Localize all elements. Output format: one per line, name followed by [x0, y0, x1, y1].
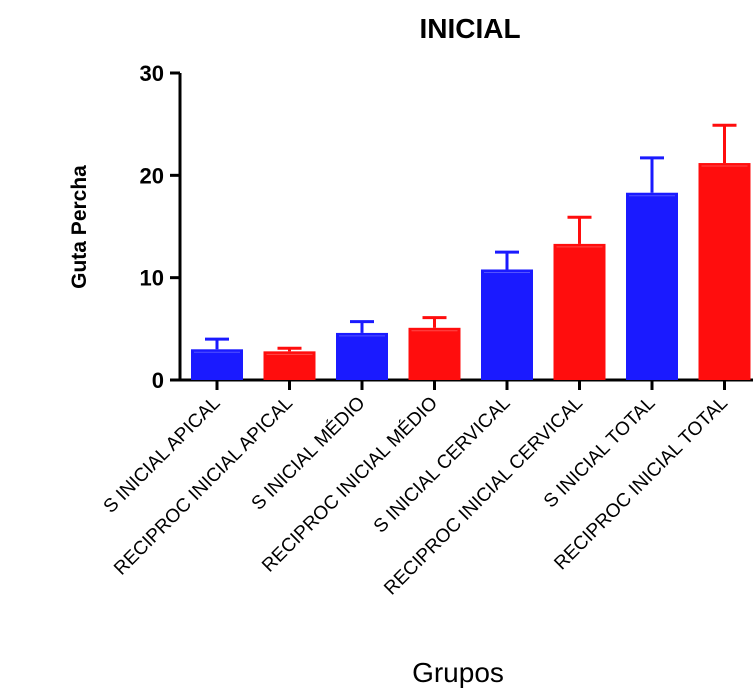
bar [336, 332, 388, 380]
y-tick-label: 30 [140, 61, 164, 86]
bar [263, 351, 316, 380]
bar [408, 327, 461, 380]
chart-title: INICIAL [419, 13, 520, 44]
bar [698, 163, 751, 380]
bar [191, 349, 243, 380]
x-tick-label: S INICIAL APICAL [100, 393, 225, 518]
bar [481, 269, 533, 380]
y-tick-label: 10 [140, 266, 164, 291]
bar [626, 192, 678, 380]
y-tick-label: 0 [152, 368, 164, 393]
x-axis-label: Grupos [412, 657, 504, 688]
y-tick-label: 20 [140, 163, 164, 188]
y-axis-label: Guta Percha [68, 165, 91, 289]
bar [553, 243, 606, 380]
x-tick-label: S INICIAL CERVICAL [370, 393, 515, 538]
